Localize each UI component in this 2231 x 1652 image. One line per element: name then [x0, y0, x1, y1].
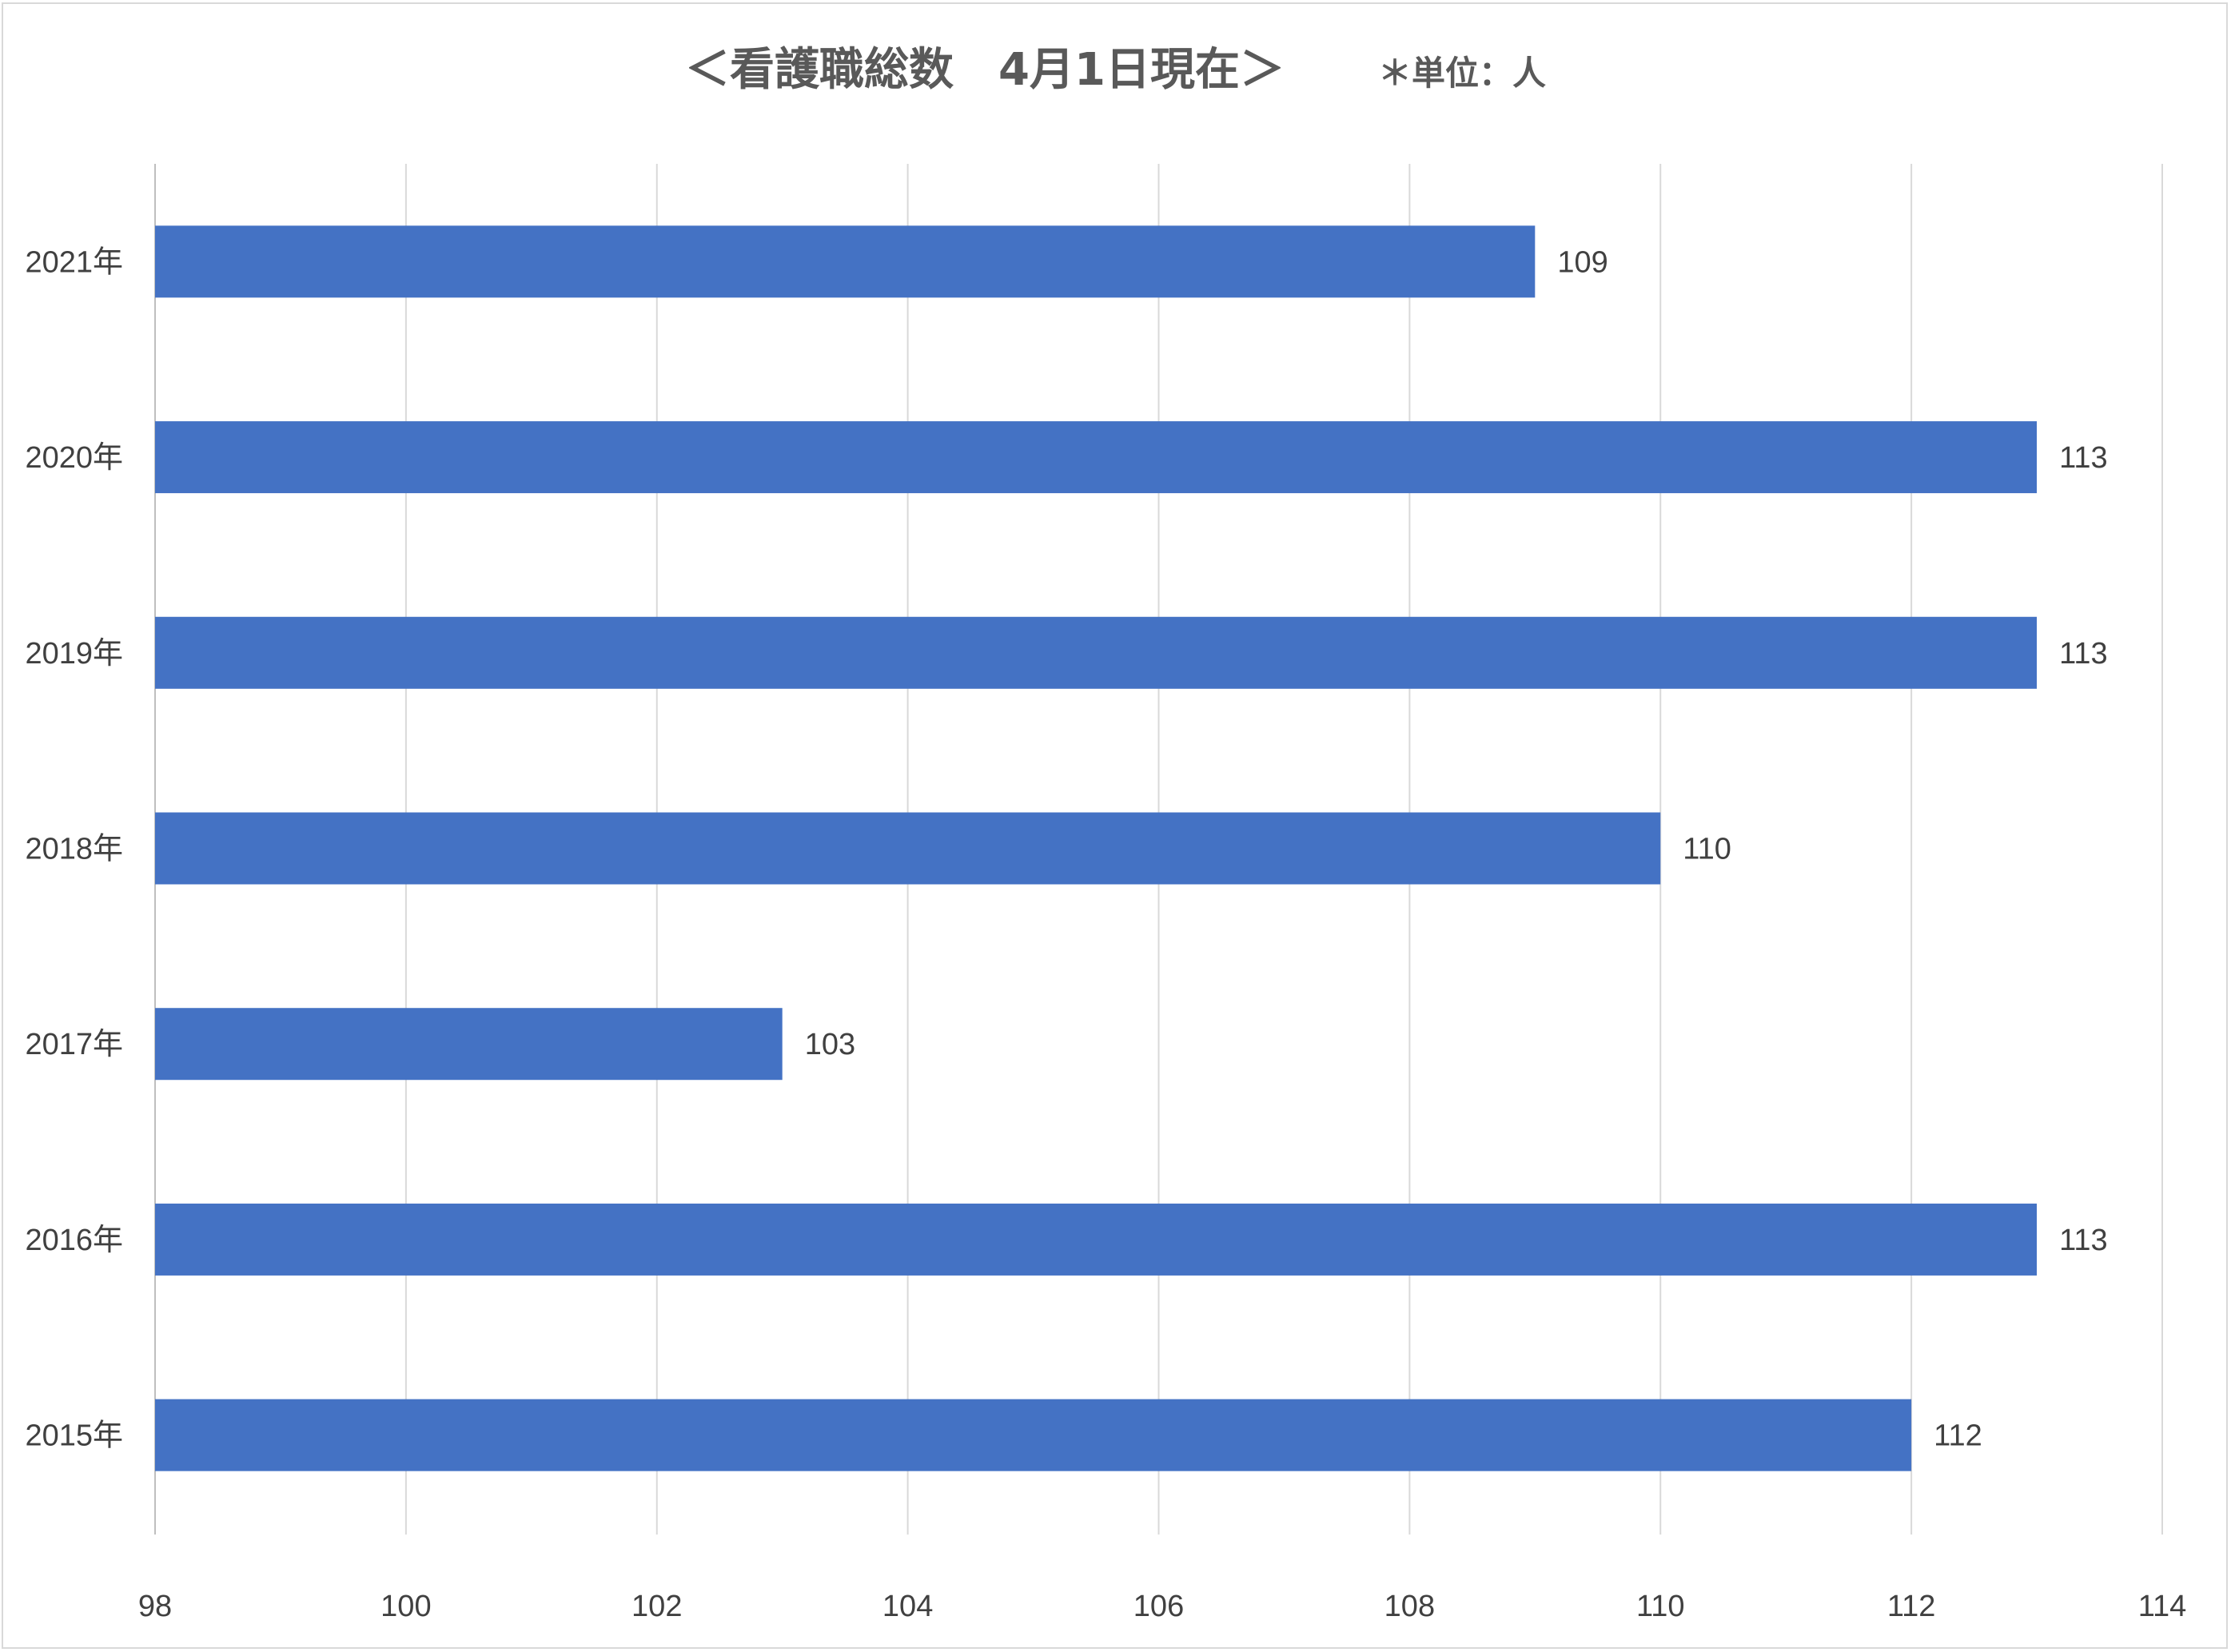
bar [155, 812, 1661, 885]
chart-title-text: ＜看護職総数 4月1日現在＞ [685, 44, 1285, 96]
data-label: 110 [1683, 833, 1731, 866]
data-label: 112 [1934, 1419, 1982, 1453]
category-label: 2021年 [25, 245, 123, 279]
category-label: 2016年 [25, 1224, 123, 1257]
x-tick-label: 114 [2138, 1590, 2187, 1623]
x-tick-label: 108 [1384, 1590, 1435, 1623]
chart-unit-note: ＊単位：人 [1377, 54, 1546, 93]
x-tick-label: 112 [1887, 1590, 1936, 1623]
data-label: 113 [2059, 1224, 2108, 1257]
x-tick-label: 100 [380, 1590, 431, 1623]
bar [155, 1399, 1912, 1471]
labels: 98 100 102 104 106 108 110 112 114 109 2021年 113 202… [25, 245, 2186, 1623]
x-tick-label: 102 [631, 1590, 682, 1623]
bar [155, 225, 1536, 298]
x-tick-label: 110 [1636, 1590, 1685, 1623]
category-label: 2015年 [25, 1419, 123, 1453]
bar [155, 421, 2038, 494]
bar [155, 1203, 2038, 1276]
bar [155, 616, 2038, 689]
x-tick-label: 104 [882, 1590, 933, 1623]
category-label: 2018年 [25, 833, 123, 866]
bars [155, 225, 2038, 1471]
category-label: 2017年 [25, 1028, 123, 1061]
data-label: 103 [805, 1028, 855, 1061]
category-label: 2020年 [25, 441, 123, 475]
data-label: 113 [2059, 637, 2108, 671]
data-label: 113 [2059, 441, 2108, 475]
x-tick-label: 106 [1133, 1590, 1184, 1623]
bar [155, 1008, 783, 1081]
x-tick-label: 98 [138, 1590, 172, 1623]
chart-title: ＜看護職総数 4月1日現在＞ ＊単位：人 [0, 34, 2231, 98]
data-label: 109 [1557, 245, 1608, 279]
category-label: 2019年 [25, 637, 123, 671]
